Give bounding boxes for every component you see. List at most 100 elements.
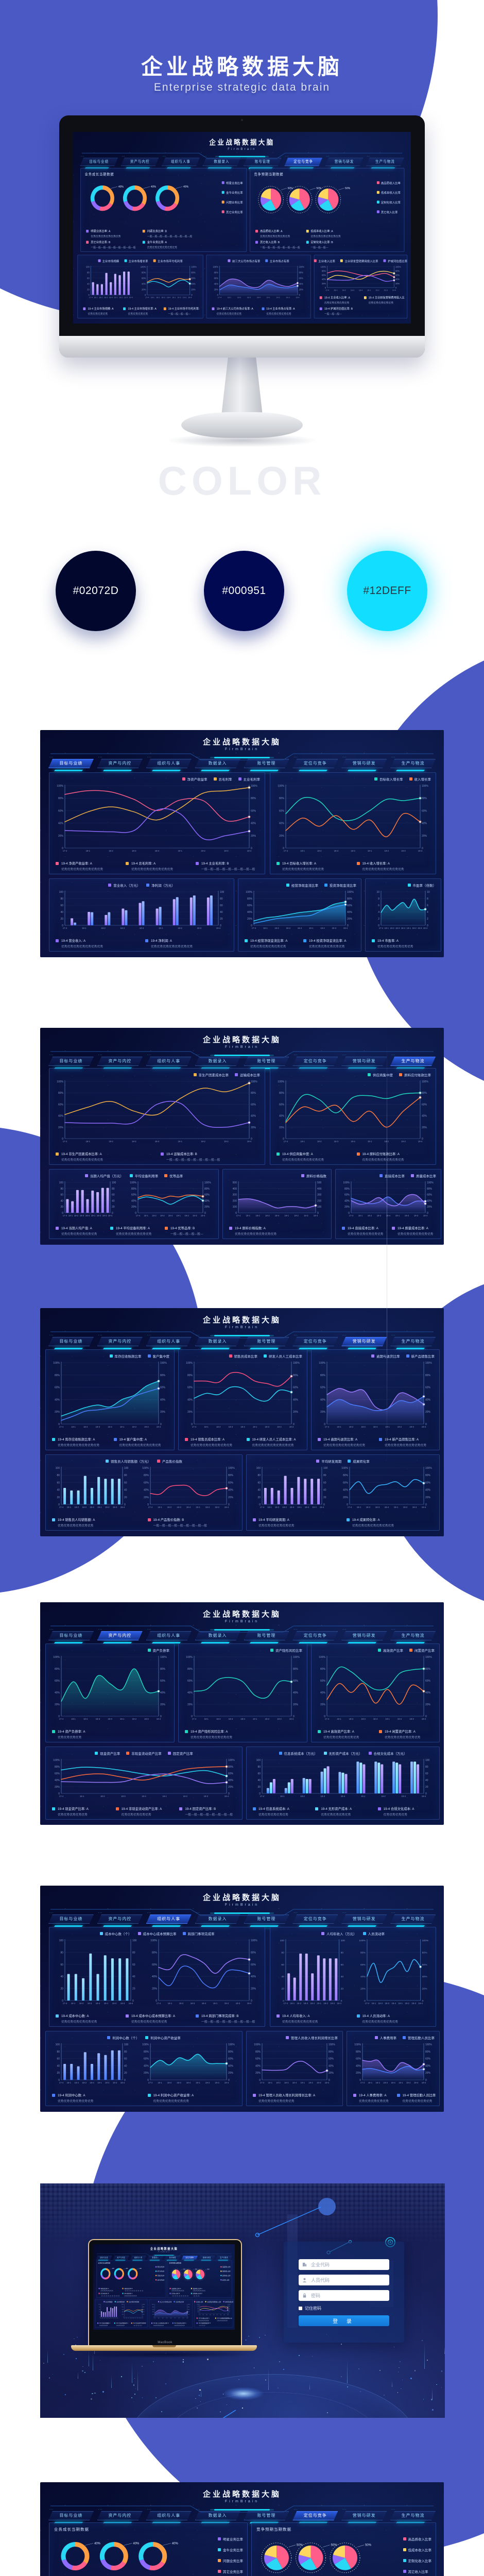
legend-chip [409, 1649, 412, 1652]
svg-text:20%: 20% [228, 1786, 234, 1789]
company-code-input[interactable] [310, 2261, 386, 2268]
svg-text:19-1: 19-1 [178, 1140, 182, 1143]
tab-资产与内控[interactable]: ∙∙∙ 资产与内控 [97, 1054, 143, 1070]
footer-chip [253, 1518, 256, 1521]
tab-账号管理[interactable]: ∙∙∙ 账号管理 [244, 756, 289, 772]
tab-数据录入[interactable]: ∙∙∙ 数据录入 [195, 2508, 240, 2524]
password-input[interactable] [310, 2292, 386, 2299]
svg-text:18-3: 18-3 [80, 1214, 84, 1217]
footer-line2: 优秀优秀优秀优秀优秀优秀 [397, 1233, 434, 1236]
tab-资产与内控[interactable]: ∙∙∙ 资产与内控 [97, 1911, 143, 1928]
tab-目标与业绩[interactable]: ∙∙∙ 目标与业绩 [48, 756, 94, 772]
person-code-field[interactable] [299, 2275, 389, 2285]
login-button[interactable]: 登 录 [299, 2315, 389, 2326]
svg-text:19-2: 19-2 [405, 2002, 409, 2005]
svg-text:60%: 60% [160, 1680, 166, 1683]
legend-item: 金牛业务比率 [155, 2270, 164, 2272]
tab-生产与物流[interactable]: ∙∙∙ 生产与物流 [366, 155, 404, 170]
tab-资产与内控[interactable]: ∙∙∙ 资产与内控 [97, 1628, 143, 1645]
tab-组织与人事[interactable]: ∙∙∙ 组织与人事 [146, 1628, 192, 1645]
footer-text: 19-4 管理人员收入增长利润增长比率: A 优秀优秀优秀优秀优秀优秀 [258, 2093, 315, 2103]
tab-资产与内控[interactable]: ∙∙∙ 资产与内控 [113, 2255, 129, 2261]
tab-生产与物流[interactable]: ∙∙∙ 生产与物流 [390, 756, 436, 772]
tab-数据录入[interactable]: ∙∙∙ 数据录入 [195, 1911, 240, 1928]
tab-营销与研发[interactable]: ∙∙∙ 营销与研发 [341, 1054, 387, 1070]
tab-生产与物流[interactable]: ∙∙∙ 生产与物流 [390, 1054, 436, 1070]
tab-定位与竞争[interactable]: ∙∙∙ 定位与竞争 [284, 155, 322, 170]
tab-定位与竞争[interactable]: ∙∙∙ 定位与竞争 [292, 1054, 338, 1070]
tab-目标与业绩[interactable]: ∙∙∙ 目标与业绩 [96, 2255, 112, 2261]
tab-定位与竞争[interactable]: ∙∙∙ 定位与竞争 [292, 1911, 338, 1928]
panel-charts: 100 100 80 80 60 60 40 40 20 20 0 0 17-4 18-1 18-2 18-3… [53, 1938, 262, 2007]
tab-营销与研发[interactable]: ∙∙∙ 营销与研发 [341, 1628, 387, 1645]
tab-定位与竞争[interactable]: ∙∙∙ 定位与竞争 [292, 756, 338, 772]
tab-营销与研发[interactable]: ∙∙∙ 营销与研发 [199, 2255, 215, 2261]
tab-组织与人事[interactable]: ∙∙∙ 组织与人事 [146, 2508, 192, 2524]
tab-营销与研发[interactable]: ∙∙∙ 营销与研发 [341, 756, 387, 772]
tab-定位与竞争[interactable]: ∙∙∙ 定位与竞争 [182, 2255, 198, 2261]
tab-数据录入[interactable]: ∙∙∙ 数据录入 [195, 756, 240, 772]
svg-text:60%: 60% [279, 1103, 285, 1106]
chart-donuts: 40% 40% 40% [90, 185, 188, 211]
password-field[interactable] [299, 2290, 389, 2301]
svg-text:100%: 100% [278, 1080, 284, 1083]
person-code-input[interactable] [310, 2277, 386, 2283]
tab-定位与竞争[interactable]: ∙∙∙ 定位与竞争 [292, 2508, 338, 2524]
tab-组织与人事[interactable]: ∙∙∙ 组织与人事 [146, 1334, 192, 1350]
tab-组织与人事[interactable]: ∙∙∙ 组织与人事 [146, 1911, 192, 1928]
tab-生产与物流[interactable]: ∙∙∙ 生产与物流 [390, 2508, 436, 2524]
tab-定位与竞争[interactable]: ∙∙∙ 定位与竞争 [292, 1628, 338, 1645]
tab-资产与内控[interactable]: ∙∙∙ 资产与内控 [97, 1334, 143, 1350]
tab-目标与业绩[interactable]: ∙∙∙ 目标与业绩 [48, 2508, 94, 2524]
tab-目标与业绩[interactable]: ∙∙∙ 目标与业绩 [48, 1628, 94, 1645]
tab-目标与业绩[interactable]: ∙∙∙ 目标与业绩 [48, 1911, 94, 1928]
svg-text:18-4: 18-4 [109, 297, 113, 299]
tab-资产与内控[interactable]: ∙∙∙ 资产与内控 [120, 155, 159, 170]
tab-组织与人事[interactable]: ∙∙∙ 组织与人事 [162, 155, 200, 170]
svg-text:20: 20 [60, 918, 63, 921]
legend-column: 明星业务比率 金牛业务比率 问题业务比率 其它业务比率 [221, 180, 243, 214]
tab-营销与研发[interactable]: ∙∙∙ 营销与研发 [341, 2508, 387, 2524]
tab-账号管理[interactable]: ∙∙∙ 账号管理 [244, 2508, 289, 2524]
tab-定位与竞争[interactable]: ∙∙∙ 定位与竞争 [292, 1334, 338, 1350]
tab-目标与业绩[interactable]: ∙∙∙ 目标与业绩 [48, 1054, 94, 1070]
tab-资产与内控[interactable]: ∙∙∙ 资产与内控 [97, 2508, 143, 2524]
tab-数据录入[interactable]: ∙∙∙ 数据录入 [202, 155, 241, 170]
dashboard-header-decoration [50, 1625, 434, 1633]
tab-数据录入[interactable]: ∙∙∙ 数据录入 [195, 1054, 240, 1070]
tab-营销与研发[interactable]: ∙∙∙ 营销与研发 [325, 155, 364, 170]
company-code-field[interactable] [299, 2259, 389, 2270]
tab-生产与物流[interactable]: ∙∙∙ 生产与物流 [390, 1628, 436, 1645]
particle-dot [379, 2370, 381, 2371]
tab-资产与内控[interactable]: ∙∙∙ 资产与内控 [97, 756, 143, 772]
footer-note: 19-4 人均年收入: A 优秀优秀优秀优秀优秀优秀 [276, 2013, 353, 2024]
remember-checkbox[interactable] [299, 2307, 302, 2310]
tab-账号管理[interactable]: ∙∙∙ 账号管理 [244, 1054, 289, 1070]
footer-chip [86, 230, 89, 233]
tab-生产与物流[interactable]: ∙∙∙ 生产与物流 [390, 1334, 436, 1350]
tab-营销与研发[interactable]: ∙∙∙ 营销与研发 [341, 1334, 387, 1350]
svg-text:60: 60 [257, 1772, 261, 1775]
legend-label: 金牛业务比率 [223, 2549, 243, 2552]
tab-组织与人事[interactable]: ∙∙∙ 组织与人事 [146, 1054, 192, 1070]
tab-账号管理[interactable]: ∙∙∙ 账号管理 [244, 1628, 289, 1645]
svg-text:0: 0 [283, 1999, 284, 2003]
tab-数据录入[interactable]: ∙∙∙ 数据录入 [195, 1628, 240, 1645]
tab-目标与业绩[interactable]: ∙∙∙ 目标与业绩 [48, 1334, 94, 1350]
tab-账号管理[interactable]: ∙∙∙ 账号管理 [164, 2255, 181, 2261]
tab-生产与物流[interactable]: ∙∙∙ 生产与物流 [390, 1911, 436, 1928]
svg-text:0: 0 [191, 1423, 193, 1426]
tab-目标与业绩[interactable]: ∙∙∙ 目标与业绩 [80, 155, 118, 170]
tab-账号管理[interactable]: ∙∙∙ 账号管理 [243, 155, 282, 170]
tab-账号管理[interactable]: ∙∙∙ 账号管理 [244, 1334, 289, 1350]
tab-dots-accent: ∙∙∙ [147, 756, 151, 759]
tab-组织与人事[interactable]: ∙∙∙ 组织与人事 [130, 2255, 146, 2261]
tab-数据录入[interactable]: ∙∙∙ 数据录入 [147, 2255, 164, 2261]
tab-账号管理[interactable]: ∙∙∙ 账号管理 [244, 1911, 289, 1928]
tab-生产与物流[interactable]: ∙∙∙ 生产与物流 [216, 2255, 232, 2261]
legend-row: 管理人员收入增长利润增长比率 [286, 2035, 338, 2040]
tab-数据录入[interactable]: ∙∙∙ 数据录入 [195, 1334, 240, 1350]
footer-chip [110, 1227, 113, 1230]
tab-组织与人事[interactable]: ∙∙∙ 组织与人事 [146, 756, 192, 772]
tab-营销与研发[interactable]: ∙∙∙ 营销与研发 [341, 1911, 387, 1928]
